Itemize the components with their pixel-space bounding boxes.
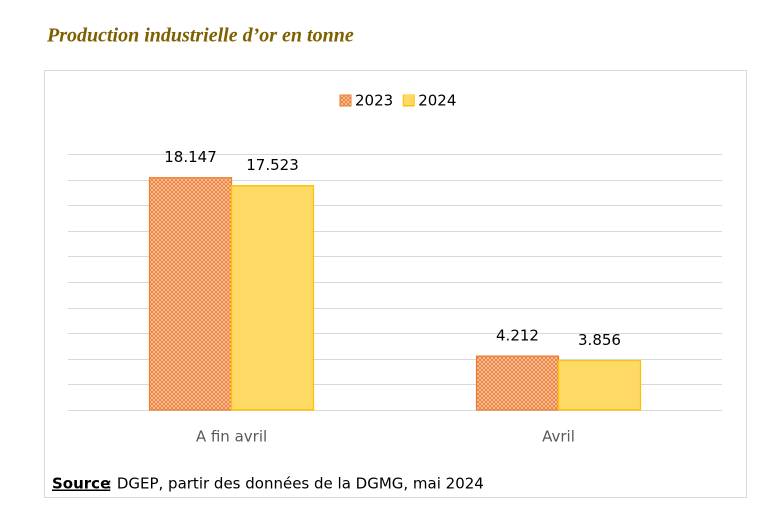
data-label: 4.212 [496,327,539,345]
bar [475,355,560,411]
source-text: : DGEP, partir des données de la DGMG, m… [107,475,484,493]
x-tick-label: Avril [542,428,575,446]
bar [230,185,315,411]
data-label: 17.523 [246,156,299,174]
data-label: 3.856 [578,331,621,349]
legend-label: 2023 [355,92,393,110]
legend-label: 2024 [418,92,456,110]
legend-swatch [402,94,415,107]
x-tick-label: A fin avril [196,428,267,446]
data-label: 18.147 [164,148,217,166]
legend-swatch [339,94,352,107]
chart-title: Production industrielle d’or en tonne [46,25,354,47]
source-label: Source [52,475,110,493]
bar [148,177,233,411]
bar [557,360,642,411]
